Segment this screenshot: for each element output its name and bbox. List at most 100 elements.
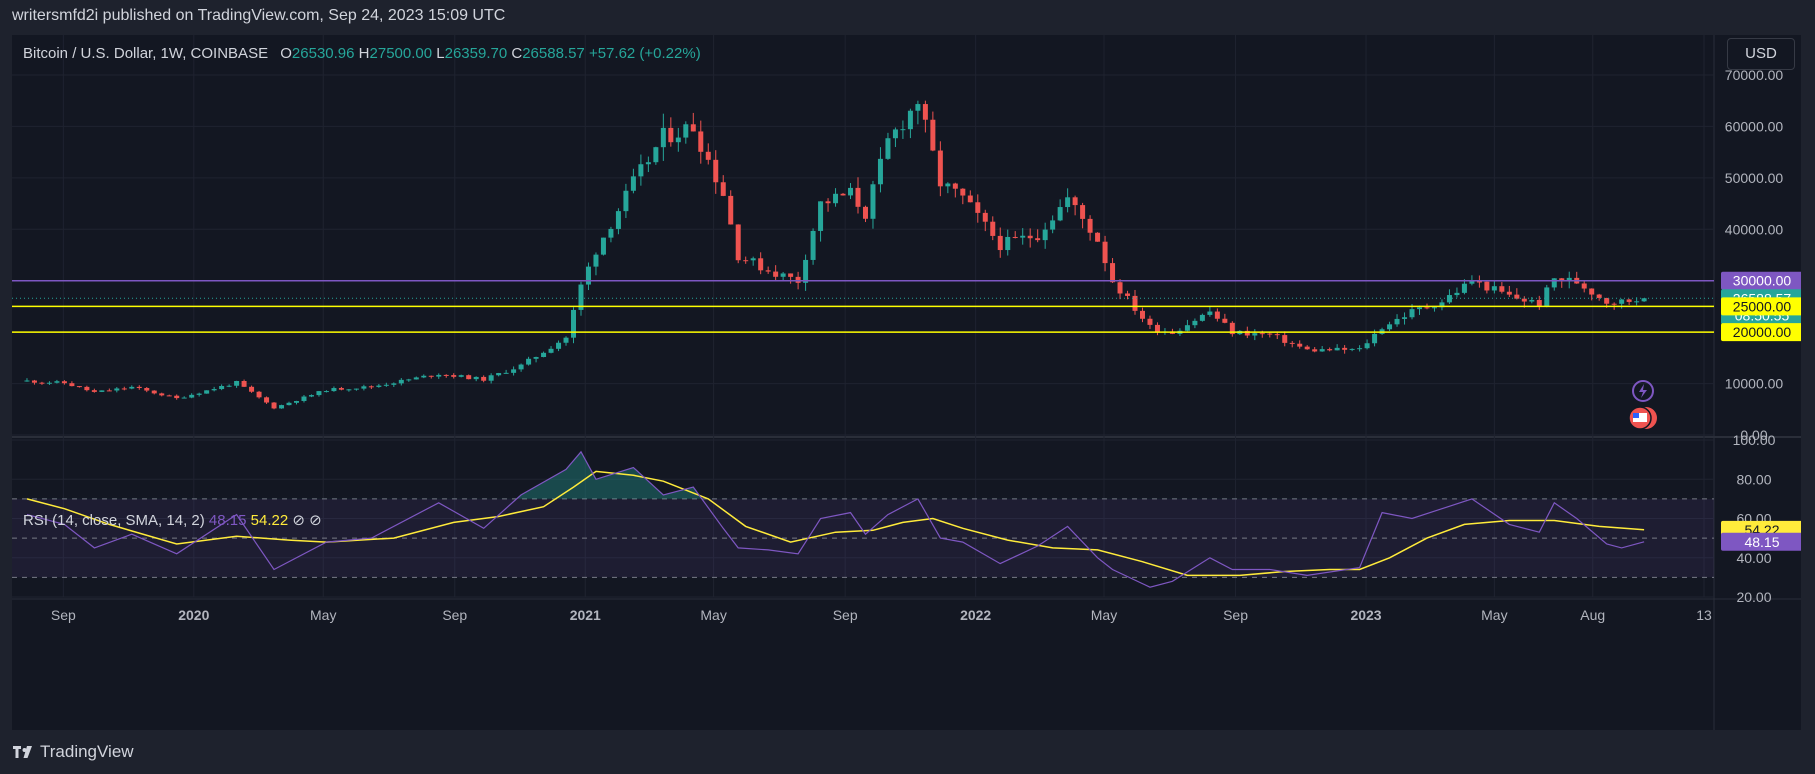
published-byline: writersmfd2i published on TradingView.co… [12,7,506,24]
candle-body [1491,286,1497,291]
rsi-tick-label: 100.00 [1733,432,1776,448]
chart-canvas[interactable]: 70000.00 60000.00 50000.00 40000.00 30000.00… [12,35,1801,730]
candle-body [1214,311,1220,319]
tag-rsi-value-bg [1721,532,1801,551]
candle-body [1297,343,1303,347]
hide-icon[interactable]: ⊘ [292,512,305,529]
candle-body [91,390,97,392]
candle-body [518,364,524,370]
candle-body [503,372,509,374]
candle-body [436,374,442,377]
candle-body [196,393,202,395]
low-value: 26359.70 [444,45,508,62]
candle-body [758,258,764,271]
high-value: 27500.00 [369,45,433,62]
candle-body [1641,298,1647,302]
candle-body [623,190,629,212]
candle-body [1125,293,1131,296]
candle-body [1484,281,1490,291]
tag-25000-bg [1721,297,1801,316]
candle-body [1349,348,1355,350]
time-tick-label: 13 [1696,607,1712,623]
candle-body [54,381,60,383]
candle-body [795,276,801,283]
chart-frame[interactable]: 70000.00 60000.00 50000.00 40000.00 30000.00… [12,35,1801,730]
candle-body [1544,287,1550,307]
change-value: +57.62 (+0.22%) [588,45,701,62]
candle-body [1446,295,1452,303]
rsi-legend: RSI (14, close, SMA, 14, 2) 48.15 54.22 … [23,511,322,529]
us-flag-stripes-icon [1633,413,1647,422]
candle-body [1454,292,1460,296]
candle-body [922,104,928,120]
candle-body [653,147,659,163]
candle-body [1184,325,1190,331]
candle-body [1259,333,1265,335]
candle-body [361,386,367,389]
time-tick-label: May [1091,607,1117,623]
candle-body [930,119,936,151]
candle-body [1199,314,1205,321]
candle-body [833,193,839,204]
candle-body [1095,232,1101,242]
candle-body [1551,278,1557,288]
candle-body [735,224,741,261]
candle-body [645,162,651,165]
rsi-tick-label: 20.00 [1736,589,1771,605]
candle-body [870,184,876,219]
hide-icon-2[interactable]: ⊘ [309,512,322,529]
candle-body [1476,281,1482,283]
candle-body [720,182,726,196]
candle-body [1072,197,1078,206]
candle-body [945,183,951,187]
candle-body [376,385,382,387]
candle-body [1065,197,1071,208]
candle-body [885,138,891,159]
candle-body [1514,294,1520,299]
chart-background [12,35,1801,730]
candle-body [892,129,898,139]
tag-20000-bg [1721,323,1801,342]
candle-body [84,386,90,391]
price-tick-label: 40000.00 [1725,221,1784,237]
candle-body [1027,235,1033,239]
candle-body [1611,303,1617,305]
candle-body [788,273,794,277]
candle-body [511,369,517,373]
candle-body [1529,299,1535,302]
rsi-sma-line [26,470,1645,577]
candle-body [1192,320,1198,326]
candle-body [61,381,67,384]
rsi-value: 48.15 [208,512,247,529]
candle-body [825,201,831,204]
candle-body [466,375,472,380]
candle-body [1312,349,1318,352]
candle-body [1139,310,1145,319]
candle-body [144,387,150,391]
candle-body [413,377,419,380]
candle-body [1439,302,1445,308]
candle-body [264,397,270,403]
lightning-icon [1632,380,1654,402]
candle-body [421,375,427,378]
candle-body [683,124,689,138]
candle-body [967,195,973,203]
close-value: 26588.57 [522,45,585,62]
rsi-sma-value: 54.22 [250,512,289,529]
candle-body [600,237,606,255]
candle-body [1566,277,1572,282]
candle-body [46,382,52,384]
candle-body [615,211,621,229]
candle-body [1005,236,1011,251]
candle-body [1147,318,1153,325]
candle-body [907,110,913,130]
candle-body [1409,309,1415,318]
candle-body [1154,324,1160,332]
candle-body [803,259,809,283]
tag-20000: 20000.00 [1733,324,1792,340]
candle-body [1469,281,1475,284]
candle-body [1102,241,1108,264]
candle-body [630,176,636,191]
time-tick-label: May [310,607,336,623]
currency-button[interactable]: USD [1727,38,1795,70]
